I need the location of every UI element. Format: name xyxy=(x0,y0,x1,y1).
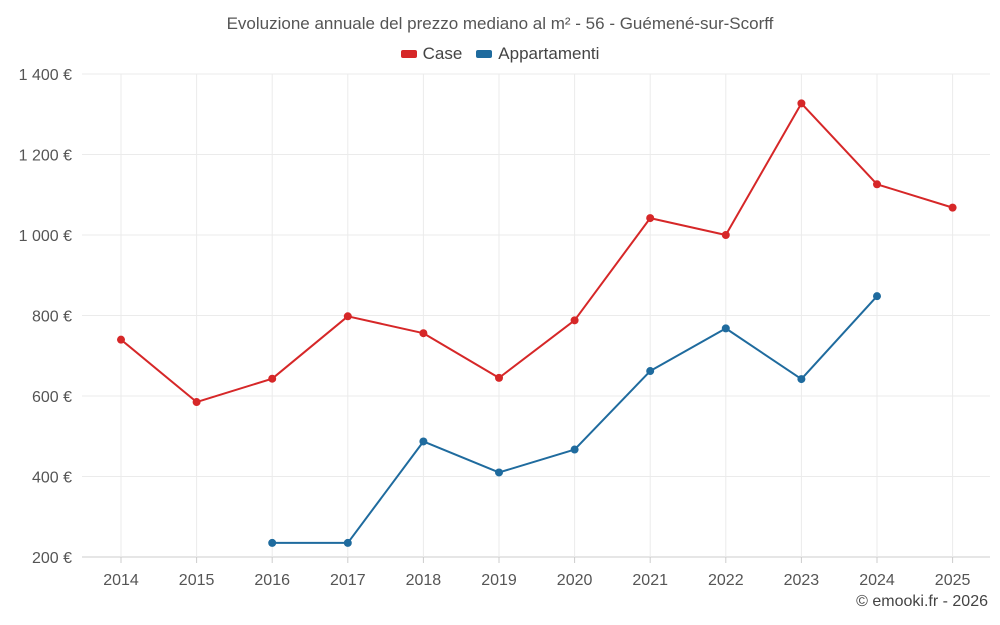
data-point-case-2020 xyxy=(570,316,579,325)
data-point-case-2024 xyxy=(873,180,881,189)
legend-label-appartamenti: Appartamenti xyxy=(498,44,600,63)
chart-title: Evoluzione annuale del prezzo mediano al… xyxy=(226,14,774,33)
data-point-case-2018 xyxy=(419,329,428,338)
x-tick-label: 2014 xyxy=(103,572,139,589)
data-point-appartamenti-2022 xyxy=(721,324,730,333)
x-tick-label: 2016 xyxy=(254,572,290,589)
x-tick-label: 2023 xyxy=(784,572,820,589)
x-tick-label: 2015 xyxy=(179,572,215,589)
x-tick-label: 2025 xyxy=(935,572,971,589)
data-point-appartamenti-2016 xyxy=(268,538,277,547)
data-point-case-2025 xyxy=(948,203,957,212)
y-tick-label: 1 000 € xyxy=(19,228,72,245)
data-point-appartamenti-2018 xyxy=(419,437,428,446)
data-point-case-2022 xyxy=(721,231,730,239)
x-tick-label: 2022 xyxy=(708,572,744,589)
axes: 200 € 400 € 600 € 800 € 1 000 € 1 200 € 1 400 … xyxy=(19,67,971,589)
series-line-case xyxy=(120,102,953,404)
legend-swatch-case xyxy=(400,50,417,58)
x-tick-label: 2021 xyxy=(632,572,668,589)
data-point-case-2017 xyxy=(343,312,352,321)
data-point-appartamenti-2020 xyxy=(570,445,579,454)
grid xyxy=(82,73,990,558)
x-tick-label: 2019 xyxy=(481,572,517,589)
y-tick-label: 600 € xyxy=(32,389,72,406)
y-tick-label: 400 € xyxy=(32,470,72,487)
data-point-case-2016 xyxy=(268,374,277,383)
data-point-case-2015 xyxy=(192,398,201,407)
y-tick-label: 200 € xyxy=(32,550,72,567)
x-tick-label: 2018 xyxy=(406,572,442,589)
y-tick-label: 1 400 € xyxy=(19,67,72,84)
series xyxy=(117,99,957,547)
data-point-appartamenti-2024 xyxy=(873,292,881,301)
x-tick-label: 2024 xyxy=(859,572,895,589)
y-tick-label: 1 200 € xyxy=(19,148,72,165)
legend-swatch-appartamenti xyxy=(476,50,493,58)
data-point-appartamenti-2023 xyxy=(797,375,806,384)
legend-item-case[interactable]: Case xyxy=(400,44,463,64)
y-tick-label: 800 € xyxy=(32,309,72,326)
data-point-appartamenti-2017 xyxy=(343,538,352,547)
x-tick-label: 2020 xyxy=(557,572,593,589)
legend-label-case: Case xyxy=(422,44,463,63)
data-point-case-2023 xyxy=(797,99,806,108)
data-point-case-2019 xyxy=(495,373,503,382)
x-tick-label: 2017 xyxy=(330,572,366,589)
legend: Case Appartamenti xyxy=(0,44,1000,64)
legend-item-appartamenti[interactable]: Appartamenti xyxy=(476,44,599,64)
data-point-case-2021 xyxy=(646,214,655,223)
data-point-appartamenti-2021 xyxy=(646,367,655,376)
data-point-case-2014 xyxy=(117,335,125,344)
credit-text: © emooki.fr - 2026 xyxy=(856,593,988,610)
data-point-appartamenti-2019 xyxy=(495,468,503,477)
